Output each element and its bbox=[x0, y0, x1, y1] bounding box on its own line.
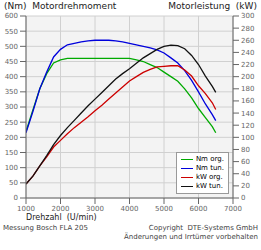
svg-text:180: 180 bbox=[241, 85, 253, 93]
svg-text:2000: 2000 bbox=[52, 205, 70, 212]
svg-text:240: 240 bbox=[241, 49, 253, 57]
svg-text:200: 200 bbox=[241, 73, 253, 81]
svg-text:160: 160 bbox=[241, 97, 253, 105]
html-text:Drehzahl (U/min): Drehzahl (U/min) bbox=[26, 213, 97, 222]
svg-text:1000: 1000 bbox=[17, 205, 35, 212]
svg-text:0: 0 bbox=[241, 194, 245, 202]
html-text:Motorleistung (kW): Motorleistung (kW) bbox=[168, 1, 257, 11]
svg-text:450: 450 bbox=[8, 58, 18, 66]
svg-text:150: 150 bbox=[8, 149, 18, 157]
svg-text:600: 600 bbox=[8, 12, 18, 20]
svg-text:300: 300 bbox=[241, 12, 253, 20]
svg-text:60: 60 bbox=[241, 158, 250, 166]
svg-text:80: 80 bbox=[241, 146, 250, 154]
svg-text:6000: 6000 bbox=[190, 205, 208, 212]
html-text:kW org.: kW org. bbox=[195, 173, 223, 181]
svg-text:0: 0 bbox=[14, 194, 18, 202]
html-text:Copyright DTE-Systems GmbH: Copyright DTE-Systems GmbH bbox=[148, 224, 258, 232]
html-text:Nm org.: Nm org. bbox=[195, 155, 224, 163]
svg-text:200: 200 bbox=[8, 134, 18, 142]
svg-text:260: 260 bbox=[241, 37, 253, 45]
svg-text:350: 350 bbox=[8, 88, 18, 96]
svg-text:300: 300 bbox=[8, 103, 18, 111]
svg-text:20: 20 bbox=[241, 182, 250, 190]
svg-text:3000: 3000 bbox=[86, 205, 104, 212]
svg-text:5000: 5000 bbox=[155, 205, 173, 212]
html-text:(Nm) Motordrehmoment: (Nm) Motordrehmoment bbox=[4, 1, 117, 11]
html-text:Messung Bosch FLA 205: Messung Bosch FLA 205 bbox=[3, 224, 88, 232]
svg-text:100: 100 bbox=[8, 164, 18, 172]
html-text:Nm tun.: Nm tun. bbox=[195, 164, 224, 172]
svg-text:280: 280 bbox=[241, 25, 253, 33]
svg-text:250: 250 bbox=[8, 119, 18, 127]
svg-text:7000: 7000 bbox=[224, 205, 242, 212]
svg-text:50: 50 bbox=[9, 179, 18, 187]
svg-text:140: 140 bbox=[241, 110, 253, 118]
svg-text:500: 500 bbox=[8, 43, 18, 51]
svg-text:220: 220 bbox=[241, 61, 253, 69]
html-text:Änderungen und Irrtümer vorbeh: Änderungen und Irrtümer vorbehalten bbox=[124, 233, 258, 241]
svg-text:550: 550 bbox=[8, 28, 18, 36]
html-text:kW tun.: kW tun. bbox=[195, 182, 223, 190]
svg-text:100: 100 bbox=[241, 134, 253, 142]
svg-text:120: 120 bbox=[241, 122, 253, 130]
svg-text:40: 40 bbox=[241, 170, 250, 178]
svg-text:4000: 4000 bbox=[121, 205, 139, 212]
svg-text:400: 400 bbox=[8, 73, 18, 81]
